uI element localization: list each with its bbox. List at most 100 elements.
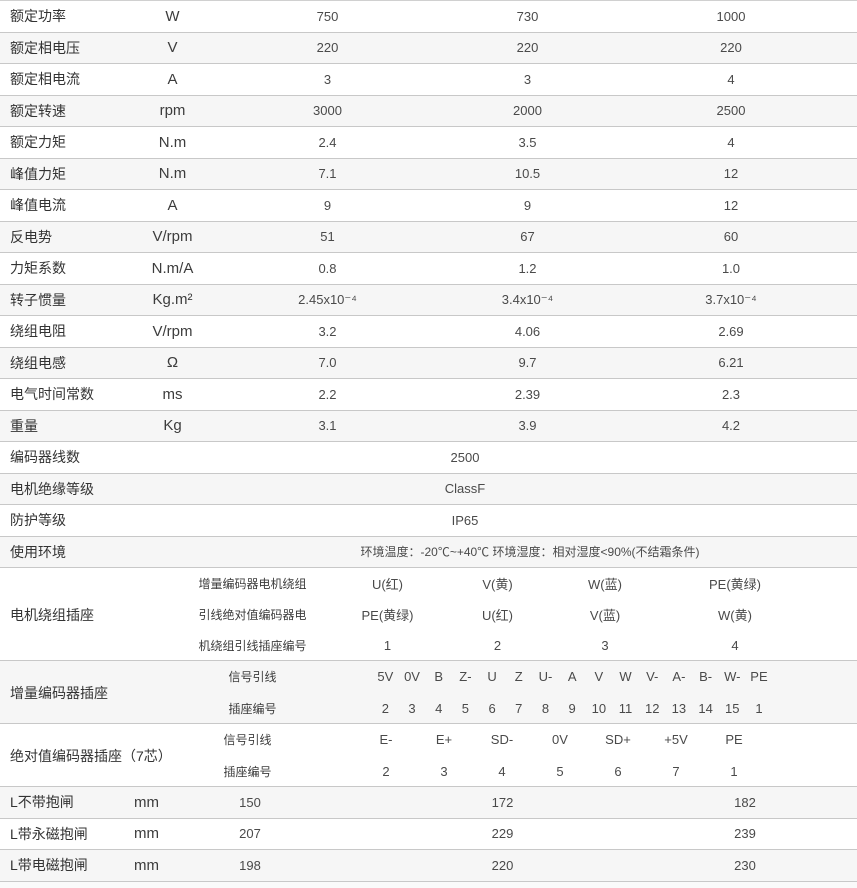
subrow-label: 机绕组引线插座编号: [198, 639, 307, 653]
pin-number: 4: [435, 700, 443, 716]
subrow-label: 信号引线: [228, 670, 277, 685]
winding-value: U(红): [371, 577, 404, 592]
spec-label: 转子惯量: [10, 291, 66, 308]
length-row: L带永磁抱闸 mm 207 229 239: [0, 818, 857, 850]
info-label: 编码器线数: [10, 449, 80, 466]
spec-value: 1.2: [518, 260, 537, 276]
pin-number: 10: [591, 700, 607, 716]
pin-number: 13: [671, 700, 687, 716]
pin-row: 插座编号 2 3 4 5 6 7 1: [200, 756, 857, 788]
winding-value: U(红): [481, 608, 514, 623]
info-value: 2500: [450, 449, 480, 465]
spec-value: 67: [520, 229, 535, 245]
length-label: L带电磁抱闸: [10, 857, 88, 874]
spec-value: 2.45x10⁻⁴: [298, 291, 357, 307]
signal-value: W-: [724, 669, 741, 685]
spec-unit: N.m/A: [151, 259, 194, 277]
pin-number: 7: [515, 700, 523, 716]
spec-unit: A: [167, 70, 178, 88]
spec-row: 峰值力矩 N.m 7.1 10.5 12: [0, 158, 857, 190]
signal-value: 0V: [404, 669, 420, 685]
winding-value: V(蓝): [589, 608, 621, 623]
environment-row: 使用环境 环境温度：-20℃~+40℃ 环境湿度：相对湿度<90%(不结霜条件): [0, 536, 857, 568]
spec-label: 额定相电流: [10, 71, 80, 88]
info-value: IP65: [451, 512, 479, 528]
spec-value: 3.1: [318, 418, 337, 434]
pin-number: 15: [725, 700, 740, 716]
signal-value: E-: [379, 732, 393, 748]
length-unit: mm: [134, 793, 159, 811]
spec-value: 2.69: [718, 323, 744, 339]
spec-value: 3.9: [518, 418, 537, 434]
signal-value: 0V: [552, 732, 568, 748]
spec-value: 10.5: [514, 166, 541, 182]
info-value: ClassF: [444, 481, 486, 497]
winding-subrow: 增量编码器电机绕组 U(红) V(黄) W(蓝) PE(黄绿): [175, 568, 857, 599]
spec-row: 绕组电阻 V/rpm 3.2 4.06 2.69: [0, 316, 857, 348]
info-row: 防护等级 IP65: [0, 505, 857, 537]
pin-number: 11: [618, 700, 633, 716]
section-label: 增量编码器插座: [10, 684, 108, 701]
spec-label: 额定功率: [10, 8, 66, 25]
winding-value: W(黄): [718, 608, 752, 623]
signal-value: Z-: [459, 669, 472, 685]
length-value: 239: [734, 826, 756, 842]
spec-unit: N.m: [158, 165, 187, 183]
pin-number: 1: [755, 700, 763, 716]
spec-value: 3: [323, 71, 332, 87]
signal-value: U: [487, 669, 497, 685]
spec-row: 重量 Kg 3.1 3.9 4.2: [0, 410, 857, 442]
signal-value: +5V: [664, 732, 688, 748]
pin-number: 12: [644, 700, 660, 716]
clipped-next-row: [0, 881, 857, 888]
length-value: 198: [239, 857, 261, 873]
signal-value: PE: [750, 669, 768, 685]
section-label: 电机绕组插座: [10, 606, 94, 623]
pin-row: 插座编号 2 3 4 5 6 7 8 9 10 11 12 13 14 15 1: [175, 693, 857, 725]
pin-number: 3: [440, 763, 448, 779]
spec-label: 额定转速: [10, 102, 66, 119]
length-label: L不带抱闸: [10, 794, 74, 811]
subrow-label: 插座编号: [228, 701, 277, 716]
winding-value: W(蓝): [588, 577, 622, 592]
spec-value: 3000: [313, 103, 342, 119]
winding-value: PE(黄绿): [361, 608, 414, 623]
spec-label: 绕组电阻: [10, 323, 66, 340]
spec-row: 额定相电流 A 3 3 4: [0, 64, 857, 96]
pin-number: 3: [408, 700, 416, 716]
info-row: 编码器线数 2500: [0, 442, 857, 474]
spec-value: 60: [723, 229, 739, 245]
signal-value: PE: [725, 732, 743, 748]
pin-number: 2: [381, 700, 389, 716]
spec-row: 反电势 V/rpm 51 67 60: [0, 221, 857, 253]
spec-label: 额定力矩: [10, 134, 66, 151]
length-value: 220: [491, 857, 514, 873]
spec-unit: V: [167, 39, 178, 57]
pin-number: 9: [568, 700, 576, 716]
signal-value: Z: [514, 669, 523, 685]
spec-value: 1000: [716, 8, 746, 24]
spec-unit: rpm: [159, 102, 186, 120]
spec-unit: W: [165, 7, 180, 25]
info-label: 防护等级: [10, 512, 66, 529]
length-value: 229: [491, 826, 514, 842]
spec-row: 额定相电压 V 220 220 220: [0, 32, 857, 64]
spec-value: 2.4: [318, 134, 337, 150]
length-value: 182: [734, 794, 756, 810]
spec-label: 绕组电感: [10, 354, 66, 371]
spec-row: 绕组电感 Ω 7.0 9.7 6.21: [0, 347, 857, 379]
signal-value: B: [434, 669, 444, 685]
spec-row: 转子惯量 Kg.m² 2.45x10⁻⁴ 3.4x10⁻⁴ 3.7x10⁻⁴: [0, 284, 857, 316]
spec-value: 1.0: [721, 260, 741, 276]
spec-value: 4.2: [721, 418, 741, 434]
section-label: 绝对值编码器插座（7芯）: [10, 747, 172, 764]
info-row: 电机绝缘等级 ClassF: [0, 473, 857, 505]
signal-row: 信号引线 5V 0V B Z- U Z U- A V W V- A- B- W-…: [175, 661, 857, 693]
spec-value: 12: [723, 197, 739, 213]
signal-value: SD-: [490, 732, 514, 748]
length-unit: mm: [134, 825, 159, 843]
spec-value: 2.3: [721, 386, 741, 402]
info-label: 电机绝缘等级: [10, 480, 94, 497]
signal-value: SD+: [605, 732, 631, 748]
